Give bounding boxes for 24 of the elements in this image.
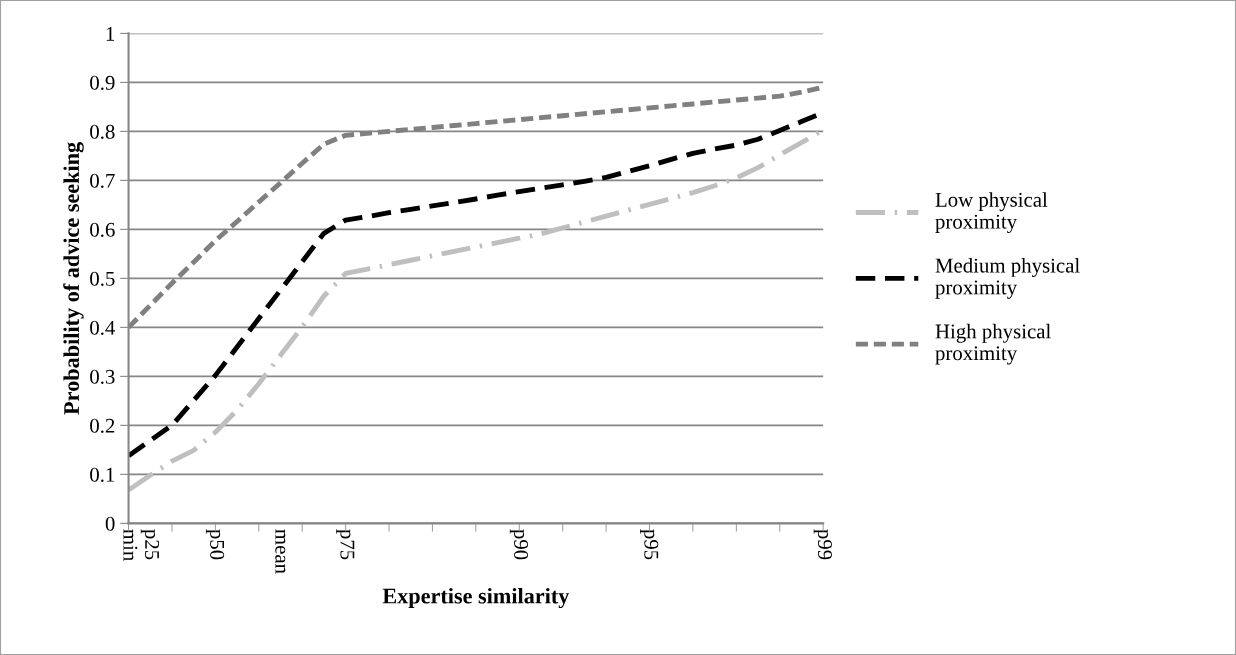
y-tick-label: 0.9 <box>90 75 115 90</box>
x-tick-label: min <box>123 529 138 561</box>
x-tick-label: p50 <box>205 529 225 560</box>
y-axis-title: Probability of advice seeking <box>63 142 84 415</box>
y-tick-label: 0 <box>105 516 115 531</box>
y-tick-label: 0.5 <box>90 271 115 286</box>
x-tick-label: p25 <box>140 529 160 560</box>
y-tick-label: 1 <box>106 26 115 41</box>
y-tick-label: 0.1 <box>90 467 115 482</box>
x-tick-label: p75 <box>336 529 355 560</box>
legend-label: Low physical proximity <box>935 192 1048 233</box>
legend-label: High physical proximity <box>935 323 1051 365</box>
x-tick-label: p95 <box>640 529 659 560</box>
x-tick-label: p99 <box>813 529 832 560</box>
y-tick-label: 0.7 <box>90 173 115 188</box>
y-tick-label: 0.2 <box>90 418 115 433</box>
y-tick-label: 0.6 <box>90 222 115 237</box>
legend-label: Medium physical proximity <box>935 257 1080 299</box>
x-axis-title: Expertise similarity <box>382 587 570 609</box>
y-tick-label: 0.8 <box>90 124 115 139</box>
x-tick-label: mean <box>275 529 286 574</box>
y-tick-label: 0.3 <box>90 369 115 384</box>
x-tick-label: p90 <box>509 529 529 560</box>
y-tick-label: 0.4 <box>90 320 116 335</box>
